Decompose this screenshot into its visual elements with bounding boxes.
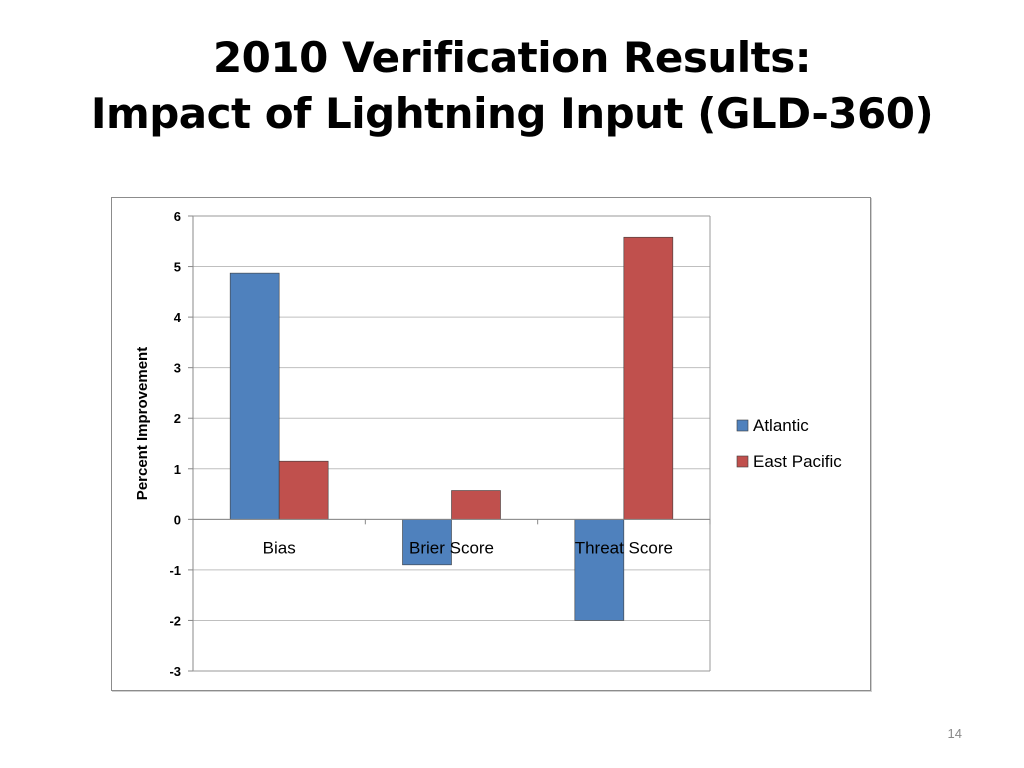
bar-east-pacific — [451, 490, 501, 520]
legend-entry: Atlantic — [753, 416, 809, 435]
y-tick-label: 0 — [174, 512, 181, 527]
bar-east-pacific — [278, 460, 329, 520]
page-number: 14 — [947, 726, 962, 741]
y-tick-label: 1 — [174, 462, 181, 477]
category-label: Brier Score — [409, 538, 494, 557]
bar-chart: 6 5 4 3 2 1 0 -1 -2 -3 Bias Brier Score Threat Score… — [134, 209, 842, 679]
y-tick-label: -1 — [169, 563, 181, 578]
y-tick-label: -3 — [169, 664, 181, 679]
y-tick-label: 5 — [174, 260, 181, 275]
y-tick-label: -2 — [169, 613, 181, 628]
y-tick-label: 6 — [174, 209, 181, 224]
legend-swatch — [736, 455, 749, 468]
y-axis-label: Percent Improvement — [134, 347, 151, 500]
y-tick-label: 4 — [174, 310, 182, 325]
category-label: Bias — [263, 538, 296, 557]
bar-atlantic — [229, 272, 280, 520]
bar-east-pacific — [623, 236, 674, 520]
slide-title: 2010 Verification Results: Impact of Lig… — [0, 30, 1024, 142]
bar-atlantic — [402, 519, 452, 566]
title-line-2: Impact of Lightning Input (GLD-360) — [90, 89, 934, 138]
chart-frame: 6 5 4 3 2 1 0 -1 -2 -3 Bias Brier Score Threat Score… — [111, 197, 871, 691]
legend-swatch — [736, 419, 749, 432]
title-line-1: 2010 Verification Results: — [212, 33, 812, 82]
legend-entry: East Pacific — [753, 452, 842, 471]
y-tick-label: 3 — [174, 361, 181, 376]
bar-atlantic — [574, 519, 625, 621]
y-tick-label: 2 — [174, 411, 181, 426]
category-label: Threat Score — [575, 538, 673, 557]
